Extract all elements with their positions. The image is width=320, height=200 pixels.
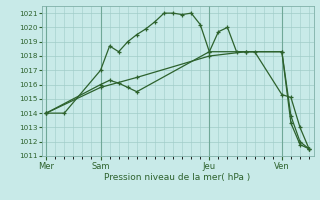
X-axis label: Pression niveau de la mer( hPa ): Pression niveau de la mer( hPa ): [104, 173, 251, 182]
